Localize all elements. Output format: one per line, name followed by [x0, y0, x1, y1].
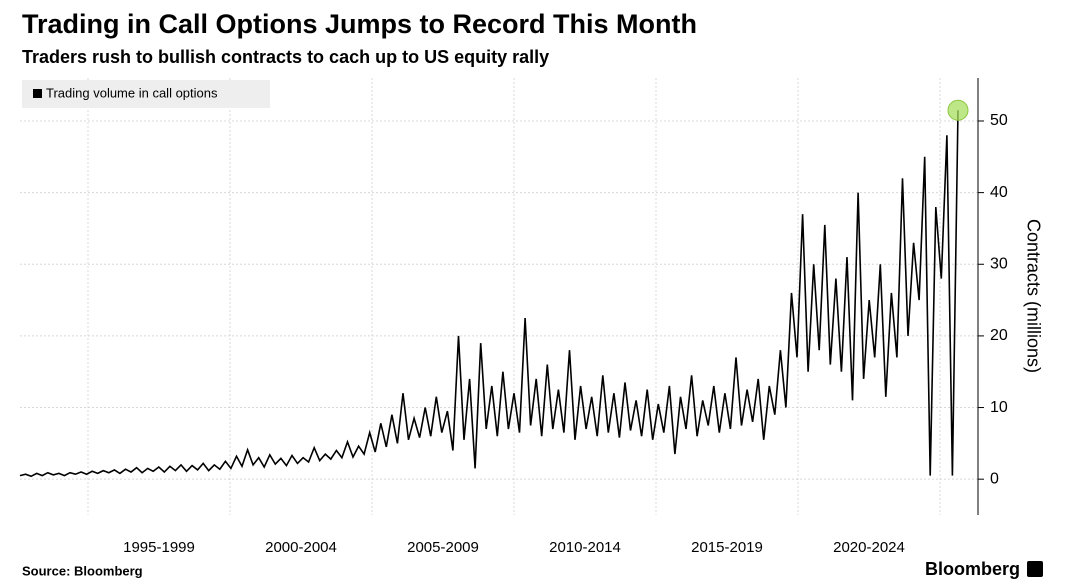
y-tick-label: 10	[990, 399, 1008, 416]
y-tick-label: 30	[990, 255, 1008, 272]
x-tick-label: 2020-2024	[833, 539, 905, 556]
x-tick-label: 2000-2004	[265, 539, 337, 556]
x-tick-label: 2015-2019	[691, 539, 763, 556]
y-axis-label: Contracts (millions)	[1023, 219, 1043, 373]
source: Source: Bloomberg	[22, 563, 143, 578]
legend-box	[22, 80, 270, 108]
y-tick-label: 20	[990, 327, 1008, 344]
record-highlight	[947, 99, 969, 121]
line	[19, 110, 959, 478]
chart-title: Trading in Call Options Jumps to Record …	[22, 9, 697, 39]
x-tick-label: 2010-2014	[549, 539, 621, 556]
y-tick-label: 50	[990, 112, 1008, 129]
y-tick-label: 40	[990, 184, 1008, 201]
legend-swatch	[33, 89, 42, 98]
x-tick-label: 2005-2009	[407, 539, 479, 556]
y-tick-label: 0	[990, 470, 999, 487]
x-tick-label: 1995-1999	[123, 539, 195, 556]
brand-icon	[1027, 561, 1043, 577]
brand: Bloomberg	[925, 559, 1020, 579]
legend-label: Trading volume in call options	[46, 85, 218, 100]
chart-subtitle: Traders rush to bullish contracts to cac…	[22, 47, 549, 67]
